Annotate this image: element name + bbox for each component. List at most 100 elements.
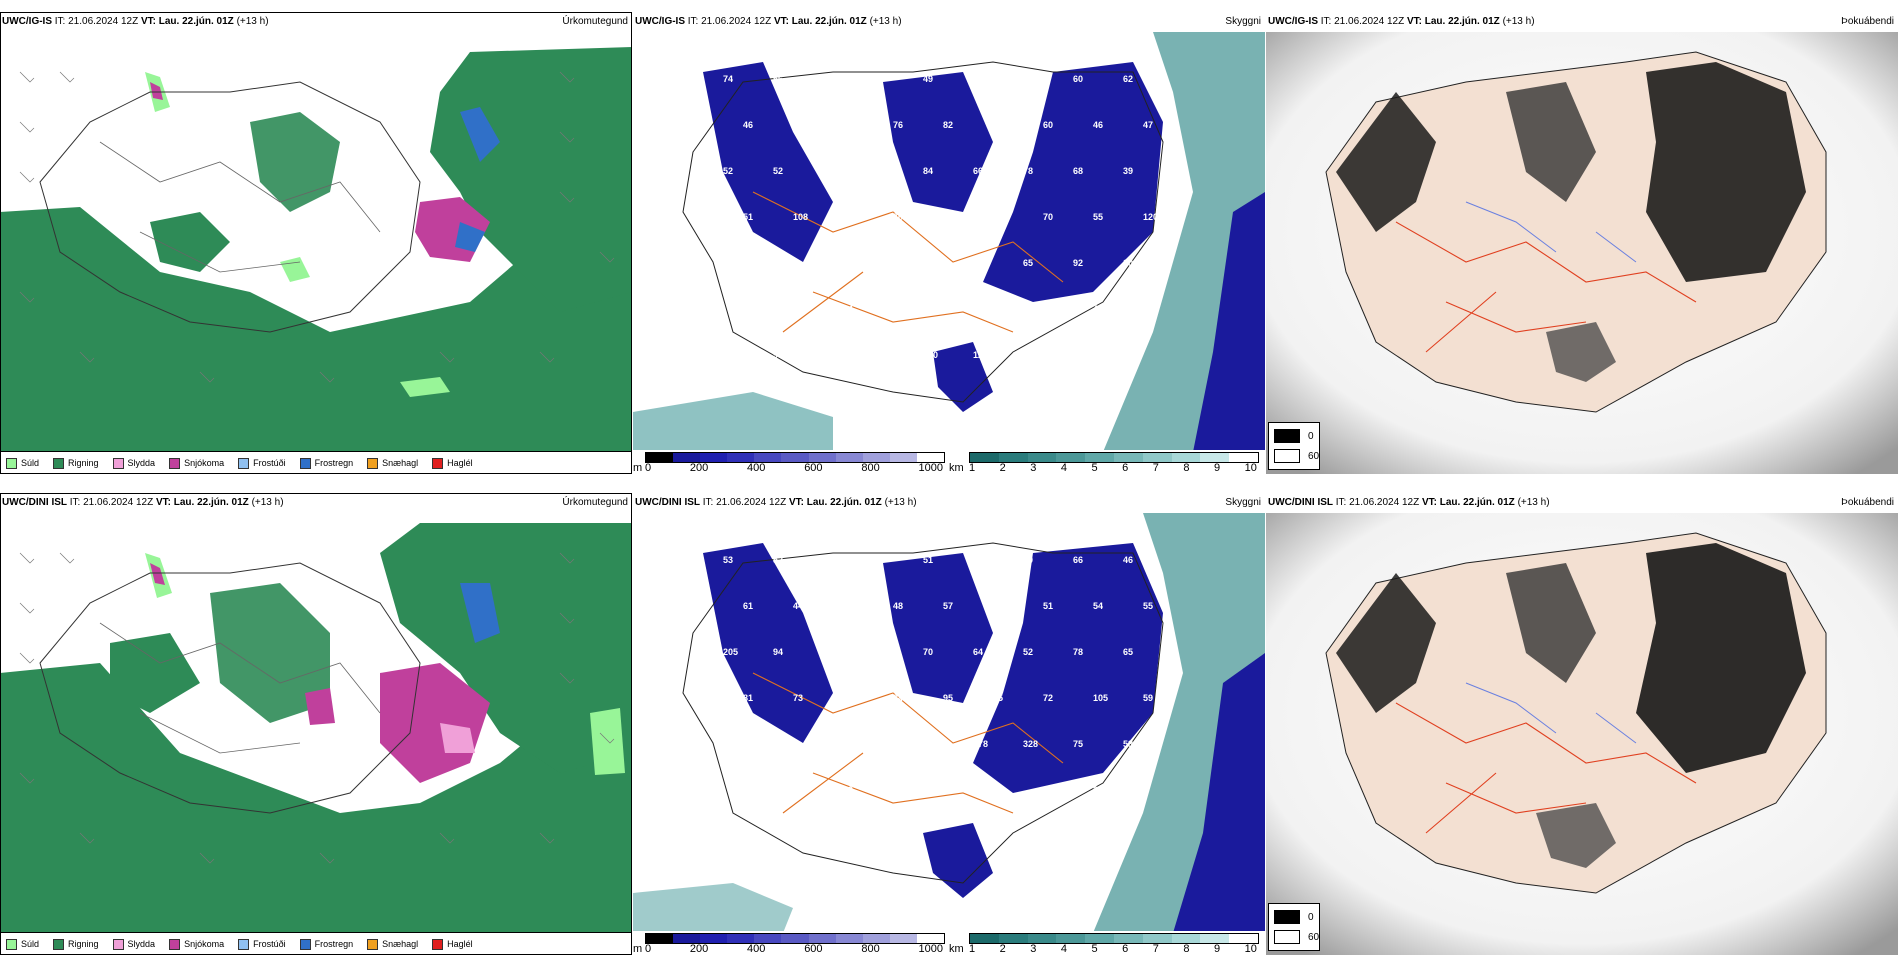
panel-ceiling-visibility-dini: UWC/DINI ISL IT: 21.06.2024 12Z VT: Lau.… (633, 493, 1265, 955)
ceiling-value-label: 72 (1043, 693, 1053, 703)
product-name: Úrkomutegund (562, 16, 628, 27)
ceiling-value-label: 81 (743, 693, 753, 703)
ceiling-value-label: 46 (1093, 120, 1103, 130)
ceiling-value-label: 44 (1093, 304, 1103, 314)
legend-swatch (1274, 910, 1300, 924)
legend-item: Rigning (53, 938, 99, 950)
precip-type-legend: Súld Rigning Slydda Snjókoma Frostúði Fr… (0, 451, 632, 474)
legend-swatch (1274, 429, 1300, 443)
model-name: UWC/DINI ISL (635, 497, 700, 508)
product-name: Þokuábendi (1841, 497, 1894, 508)
product-name: Úrkomutegund (562, 497, 628, 508)
visibility-colorbar (969, 933, 1259, 944)
ceiling-value-label: 58 (993, 304, 1003, 314)
ceiling-value-label: 52 (723, 166, 733, 176)
panel-fog-indicator-dini: UWC/DINI ISL IT: 21.06.2024 12Z VT: Lau.… (1266, 493, 1898, 955)
ceiling-value-label: 51 (923, 555, 933, 565)
ceiling-value-label: 32 (893, 785, 903, 795)
ceiling-value-label: 64 (843, 304, 853, 314)
legend-item: Frostúði (238, 457, 286, 469)
ceiling-value-label: 70 (1043, 212, 1053, 222)
ceiling-value-label: 73 (793, 693, 803, 703)
ceiling-value-label: 54 (1093, 601, 1103, 611)
ceiling-value-label: 66 (973, 166, 983, 176)
ceiling-value-label: 65 (1043, 304, 1053, 314)
ceiling-value-label: 75 (943, 785, 953, 795)
ceiling-value-label: 56 (773, 74, 783, 84)
ceiling-value-label: 55 (1093, 212, 1103, 222)
init-time: IT: 21.06.2024 12Z (1320, 16, 1405, 27)
ceiling-value-label: 57 (943, 601, 953, 611)
legend-swatch (299, 457, 311, 469)
map-fog-indicator[interactable] (1266, 32, 1898, 474)
ceiling-scale-labels: 0 200 400 600 800 1000 (645, 462, 943, 474)
legend-item: Slydda (112, 457, 155, 469)
ceiling-value-label: 75 (1073, 739, 1083, 749)
panel-header: UWC/DINI ISL IT: 21.06.2024 12Z VT: Lau.… (1266, 493, 1898, 513)
init-time: IT: 21.06.2024 12Z (69, 497, 154, 508)
valid-time: VT: Lau. 22.jún. 01Z (1406, 16, 1500, 27)
ceiling-value-label: 70 (923, 647, 933, 657)
ceiling-value-label: 61 (743, 785, 753, 795)
ceiling-value-label: 55 (1143, 601, 1153, 611)
ceiling-value-label: 113 (823, 350, 838, 360)
panel-precip-type-dini: UWC/DINI ISL IT: 21.06.2024 12Z VT: Lau.… (0, 493, 632, 955)
ceiling-value-label: 82 (943, 120, 953, 130)
ceiling-value-label: 47 (1143, 120, 1153, 130)
ceiling-value-label: 66 (823, 647, 833, 657)
ceiling-scale: m 0 200 400 600 800 1000 (633, 450, 949, 474)
legend-item: Snjókoma (169, 457, 224, 469)
legend-swatch (367, 938, 379, 950)
legend-swatch (432, 938, 444, 950)
panel-header: UWC/DINI ISL IT: 21.06.2024 12Z VT: Lau.… (0, 493, 632, 513)
ceiling-value-label: 65 (1023, 258, 1033, 268)
map-fog-indicator[interactable] (1266, 513, 1898, 955)
ceiling-value-label: 68 (1073, 166, 1083, 176)
ceiling-value-label: 39 (1123, 166, 1133, 176)
ceiling-value-label: 10 (843, 601, 853, 611)
legend-swatch (169, 457, 181, 469)
ceiling-value-label: 47 (793, 304, 803, 314)
ceiling-value-label: 73 (993, 785, 1003, 795)
ceiling-unit: m (633, 462, 643, 474)
legend-item: Súld (6, 457, 39, 469)
init-time: IT: 21.06.2024 12Z (1335, 497, 1420, 508)
ceiling-value-label: 69 (723, 258, 733, 268)
legend-item: Snæhagl (367, 457, 418, 469)
ceiling-value-label: 61 (743, 601, 753, 611)
ceiling-value-label: 120 (1143, 212, 1158, 222)
ceiling-value-label: 44 (793, 601, 803, 611)
ceiling-value-label: 74 (723, 74, 733, 84)
map-ceiling-visibility[interactable]: 74 56 46 49 49 70 67 60 62 46 65 53 76 82 65 60 46 47 52 52… (633, 32, 1265, 474)
init-time: IT: 21.06.2024 12Z (702, 497, 787, 508)
fog-indicator-legend: 0 60 (1268, 903, 1320, 951)
ceiling-value-label: 60 (873, 258, 883, 268)
lead-time: (+13 h) (236, 16, 269, 27)
ceiling-value-label: 61 (773, 739, 783, 749)
ceiling-value-label: 157 (873, 739, 888, 749)
ceiling-value-label: 72 (823, 739, 833, 749)
map-precip-type[interactable] (0, 513, 632, 955)
legend-item: Snæhagl (367, 938, 418, 950)
ceiling-value-label: 76 (893, 120, 903, 130)
ceiling-colorbar (645, 933, 945, 944)
model-name: UWC/DINI ISL (2, 497, 67, 508)
legend-item: Snjókoma (169, 938, 224, 950)
fog-legend-row: 60 (1274, 449, 1319, 463)
fog-legend-row: 0 (1274, 429, 1314, 443)
model-name: UWC/IG-IS (2, 16, 52, 27)
map-ceiling-visibility[interactable]: 53 52 70 55 51 65 70 66 46 61 44 10 48 57 52 51 54 55 205 9… (633, 513, 1265, 955)
ceiling-value-label: 56 (973, 258, 983, 268)
legend-swatch (169, 938, 181, 950)
ceiling-value-label: 80 (873, 166, 883, 176)
valid-time: VT: Lau. 22.jún. 01Z (773, 16, 867, 27)
ceiling-value-label: 89 (843, 785, 853, 795)
ceiling-unit: m (633, 943, 643, 955)
map-precip-type[interactable] (0, 32, 632, 474)
ceiling-value-label: 78 (1073, 647, 1083, 657)
ceiling-value-label: 67 (1023, 74, 1033, 84)
ceiling-value-label: 104 (1123, 258, 1138, 268)
ceiling-value-label: 65 (973, 555, 983, 565)
model-name: UWC/DINI ISL (1268, 497, 1333, 508)
ceiling-value-label: 136 (1143, 304, 1158, 314)
